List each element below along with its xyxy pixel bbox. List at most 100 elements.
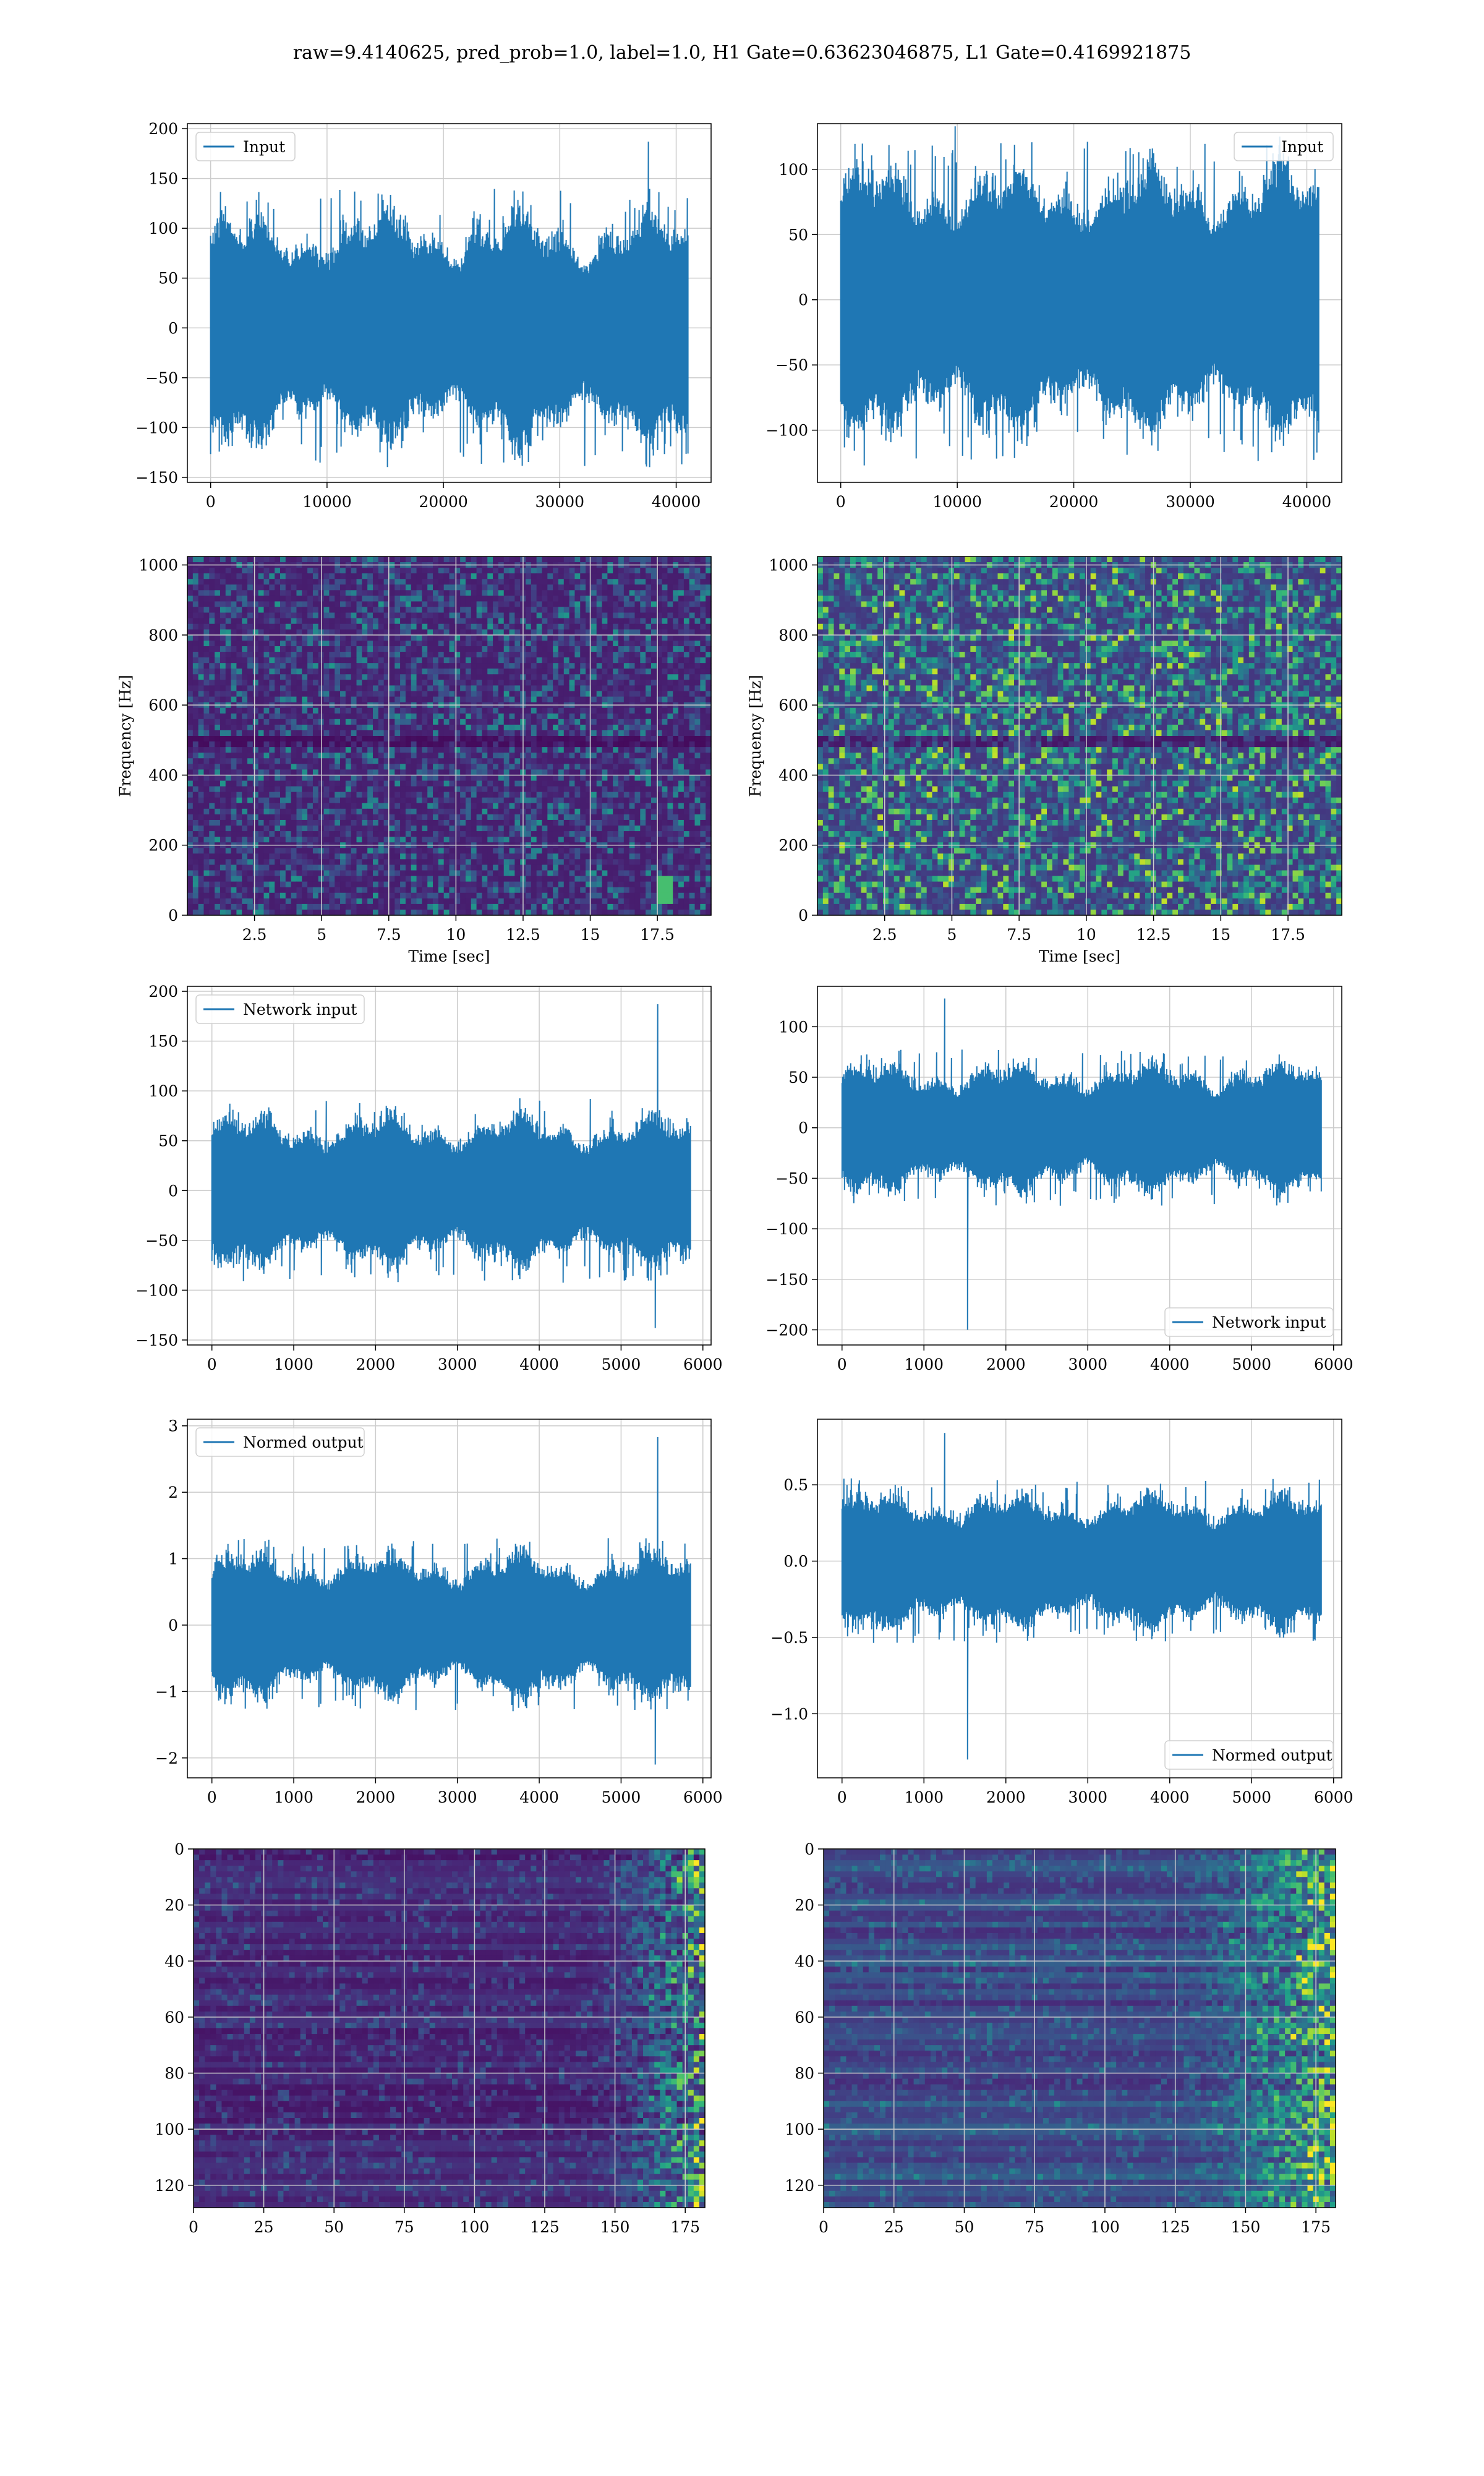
heatmap-cell	[286, 573, 291, 579]
heatmap-cell	[689, 584, 695, 591]
heatmap-cell	[253, 568, 258, 574]
heatmap-cell	[564, 584, 569, 591]
heatmap-cell	[695, 613, 701, 619]
heatmap-cell	[646, 607, 651, 613]
heatmap-cell	[203, 573, 209, 579]
heatmap-cell	[613, 613, 618, 619]
heatmap-cell	[324, 618, 330, 625]
heatmap-cell	[215, 596, 220, 602]
heatmap-cell	[187, 596, 193, 602]
heatmap-cell	[280, 568, 286, 574]
heatmap-cell	[558, 568, 564, 574]
heatmap-cell	[296, 618, 302, 625]
heatmap-cell	[504, 584, 510, 591]
heatmap-cell	[667, 584, 673, 591]
heatmap-cell	[417, 618, 422, 625]
heatmap-cell	[493, 596, 498, 602]
heatmap-cell	[700, 602, 706, 608]
heatmap-cell	[231, 584, 237, 591]
heatmap-cell	[438, 596, 444, 602]
x-tick-label: 10000	[932, 493, 982, 511]
heatmap-cell	[569, 568, 575, 574]
heatmap-cell	[498, 602, 504, 608]
heatmap-cell	[231, 618, 237, 625]
heatmap-cell	[258, 584, 264, 591]
heatmap-cell	[220, 596, 226, 602]
heatmap-cell	[580, 602, 586, 608]
heatmap-cell	[438, 557, 444, 563]
heatmap-cell	[378, 596, 384, 602]
heatmap-cell	[286, 568, 291, 574]
heatmap-cell	[574, 568, 580, 574]
heatmap-cell	[373, 568, 378, 574]
heatmap-cell	[531, 596, 537, 602]
heatmap-cell	[689, 596, 695, 602]
heatmap-cell	[422, 590, 427, 596]
heatmap-cell	[394, 613, 400, 619]
heatmap-cell	[427, 568, 433, 574]
heatmap-cell	[302, 579, 307, 585]
heatmap-cell	[406, 568, 411, 574]
heatmap-cell	[493, 573, 498, 579]
heatmap-cell	[526, 596, 531, 602]
heatmap-cell	[667, 557, 673, 563]
heatmap-cell	[427, 573, 433, 579]
heatmap-cell	[220, 618, 226, 625]
heatmap-cell	[340, 573, 346, 579]
y-tick-label: 50	[158, 270, 178, 288]
heatmap-cell	[400, 584, 406, 591]
heatmap-cell	[640, 596, 646, 602]
heatmap-cell	[389, 618, 394, 625]
heatmap-cell	[362, 596, 367, 602]
heatmap-cell	[329, 573, 335, 579]
heatmap-cell	[422, 602, 427, 608]
heatmap-cell	[253, 602, 258, 608]
heatmap-cell	[340, 602, 346, 608]
heatmap-cell	[689, 568, 695, 574]
heatmap-cell	[253, 584, 258, 591]
heatmap-cell	[307, 602, 313, 608]
heatmap-cell	[280, 579, 286, 585]
heatmap-cell	[236, 602, 242, 608]
heatmap-cell	[427, 618, 433, 625]
heatmap-cell	[450, 607, 455, 613]
heatmap-cell	[373, 573, 378, 579]
heatmap-cell	[624, 579, 629, 585]
heatmap-cell	[226, 557, 231, 563]
heatmap-cell	[569, 602, 575, 608]
heatmap-cell	[357, 602, 362, 608]
heatmap-cell	[231, 557, 237, 563]
heatmap-cell	[422, 618, 427, 625]
heatmap-cell	[242, 590, 247, 596]
heatmap-cell	[226, 584, 231, 591]
heatmap-cell	[187, 579, 193, 585]
heatmap-cell	[651, 590, 657, 596]
heatmap-cell	[231, 596, 237, 602]
heatmap-cells	[187, 557, 712, 916]
heatmap-cell	[280, 602, 286, 608]
heatmap-cell	[444, 568, 450, 574]
heatmap-cell	[351, 607, 357, 613]
x-tick-label: 0	[836, 493, 846, 511]
heatmap-cell	[264, 568, 270, 574]
heatmap-cell	[624, 573, 629, 579]
heatmap-cell	[646, 596, 651, 602]
heatmap-cell	[422, 607, 427, 613]
heatmap-cell	[684, 607, 689, 613]
heatmap-cell	[634, 607, 640, 613]
heatmap-cell	[684, 568, 689, 574]
heatmap-cell	[357, 607, 362, 613]
heatmap-cell	[514, 579, 520, 585]
heatmap-cell	[427, 607, 433, 613]
heatmap-cell	[695, 579, 701, 585]
heatmap-cell	[597, 584, 602, 591]
heatmap-cell	[280, 607, 286, 613]
legend-label: Input	[1281, 138, 1323, 156]
heatmap-cell	[302, 607, 307, 613]
heatmap-cell	[367, 579, 373, 585]
y-tick-label: 100	[778, 161, 808, 179]
heatmap-cell	[378, 602, 384, 608]
heatmap-cell	[378, 568, 384, 574]
heatmap-cell	[542, 584, 547, 591]
heatmap-cell	[634, 557, 640, 563]
